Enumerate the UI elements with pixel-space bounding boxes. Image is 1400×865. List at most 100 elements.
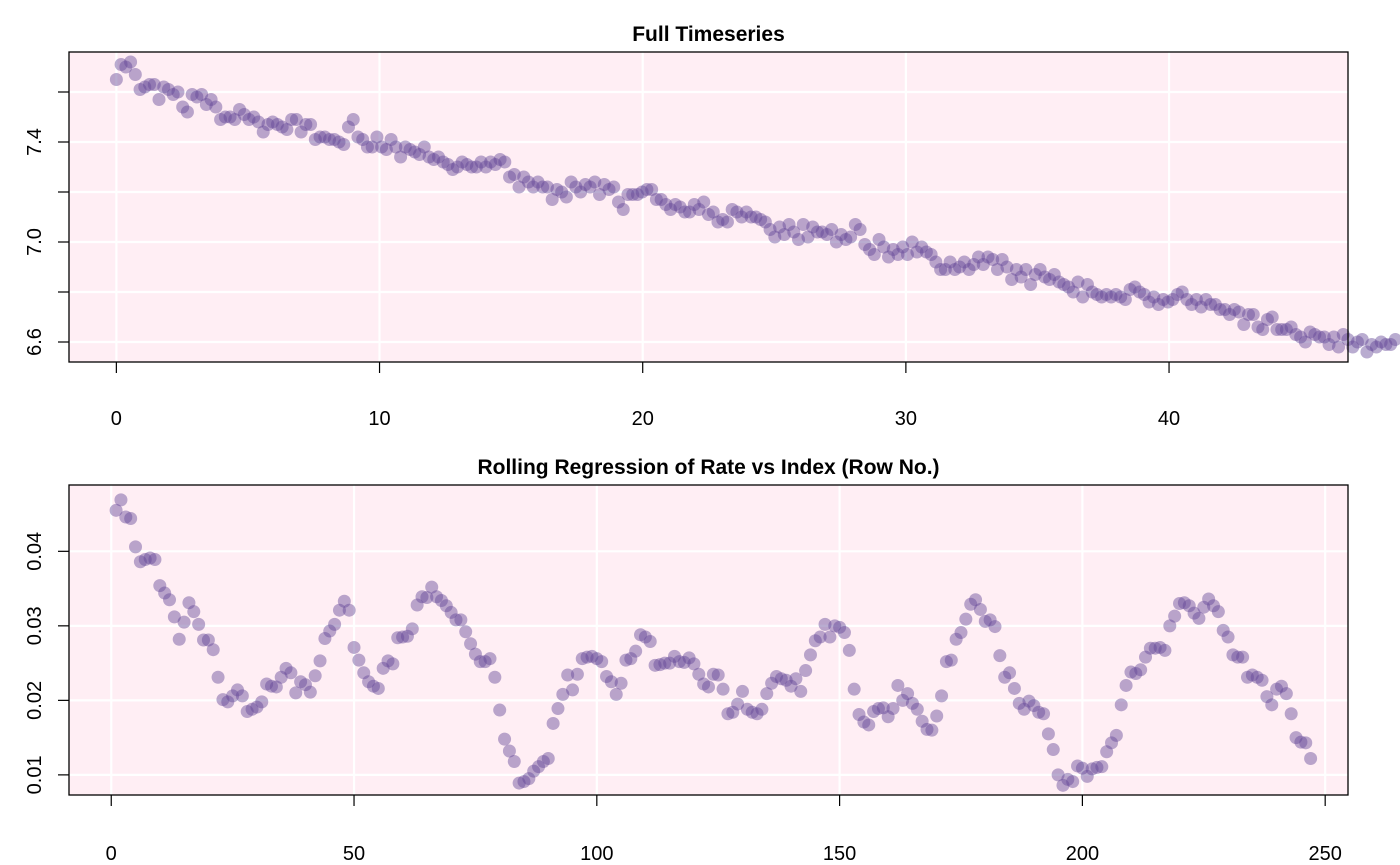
data-point [1303,325,1317,339]
data-point [834,228,848,241]
data-point [493,153,507,166]
x-tick-label: 20 [632,408,654,430]
data-point [915,240,929,254]
data-point [739,205,753,219]
data-point [1142,295,1156,309]
data-point [607,180,621,194]
data-point [986,253,1000,266]
data-point [187,605,201,619]
data-point [171,85,185,99]
data-point [1208,298,1222,311]
data-point [1133,285,1147,299]
data-point [109,73,123,86]
data-point [1123,283,1137,296]
data-point [323,624,337,638]
data-point [365,140,379,154]
data-point [214,113,228,126]
data-point [711,668,725,682]
data-point [1158,643,1172,657]
data-point [1332,340,1346,354]
rolling-regression-panel: 0 50 100 150 200 250 0.01 0.02 0.03 0.04 Rolling R… [24,456,1349,865]
data-point [1090,288,1104,301]
data-point [206,643,220,657]
data-point [398,140,412,154]
data-point [235,689,249,703]
data-point [536,180,550,194]
data-point [740,702,754,716]
data-point [1032,705,1046,719]
data-point [1095,290,1109,304]
data-point [624,652,638,666]
data-point [357,666,371,680]
data-point [891,248,905,261]
data-point [600,670,614,684]
data-point [410,598,424,612]
data-point [692,667,706,681]
data-point [422,150,436,164]
data-point [512,776,526,790]
data-point [935,689,949,703]
data-point [668,649,682,663]
data-point [597,178,611,191]
data-point [735,210,749,224]
data-point [842,643,856,657]
data-point [948,263,962,276]
data-point [541,751,555,765]
data-point [503,170,517,184]
data-point [564,175,578,189]
data-point [167,610,181,624]
data-point [1114,290,1128,304]
data-point [299,118,313,131]
data-point [1206,599,1220,613]
data-point [465,160,479,174]
data-point [1003,666,1017,680]
data-point [988,620,1002,634]
data-point [769,670,783,684]
data-point [1313,330,1327,344]
data-point [1202,592,1216,606]
data-point [237,108,251,121]
data-point [1047,268,1061,281]
data-point [195,88,209,101]
data-point [526,180,540,194]
data-point [1014,270,1028,284]
data-point [924,248,938,261]
data-point [1192,611,1206,625]
data-point [1062,280,1076,294]
data-point [342,603,356,617]
data-point [687,657,701,671]
data-point [400,629,414,643]
data-point [853,223,867,236]
data-point [910,245,924,259]
data-point [551,702,565,716]
data-point [546,716,560,730]
data-point [133,83,147,96]
data-point [900,248,914,261]
data-point [488,158,502,171]
data-point [758,215,772,229]
data-point [1242,308,1256,321]
data-point [1052,275,1066,289]
data-point [1057,278,1071,291]
data-point [1279,687,1293,701]
data-point [792,233,806,246]
data-point [444,605,458,619]
data-point [773,220,787,234]
data-point [653,658,667,672]
data-point [882,250,896,264]
data-point [128,68,142,81]
y-tick-label: 6.6 [24,328,46,356]
data-point [507,168,521,181]
data-point [1260,690,1274,704]
data-point [396,630,410,644]
data-point [765,676,779,690]
data-point [697,195,711,209]
x-tick-label: 250 [1308,843,1341,865]
data-point [678,205,692,219]
data-point [881,710,895,724]
data-point [464,637,478,651]
data-point [905,235,919,249]
data-point [114,58,128,71]
data-point [284,666,298,680]
data-point [226,689,240,703]
